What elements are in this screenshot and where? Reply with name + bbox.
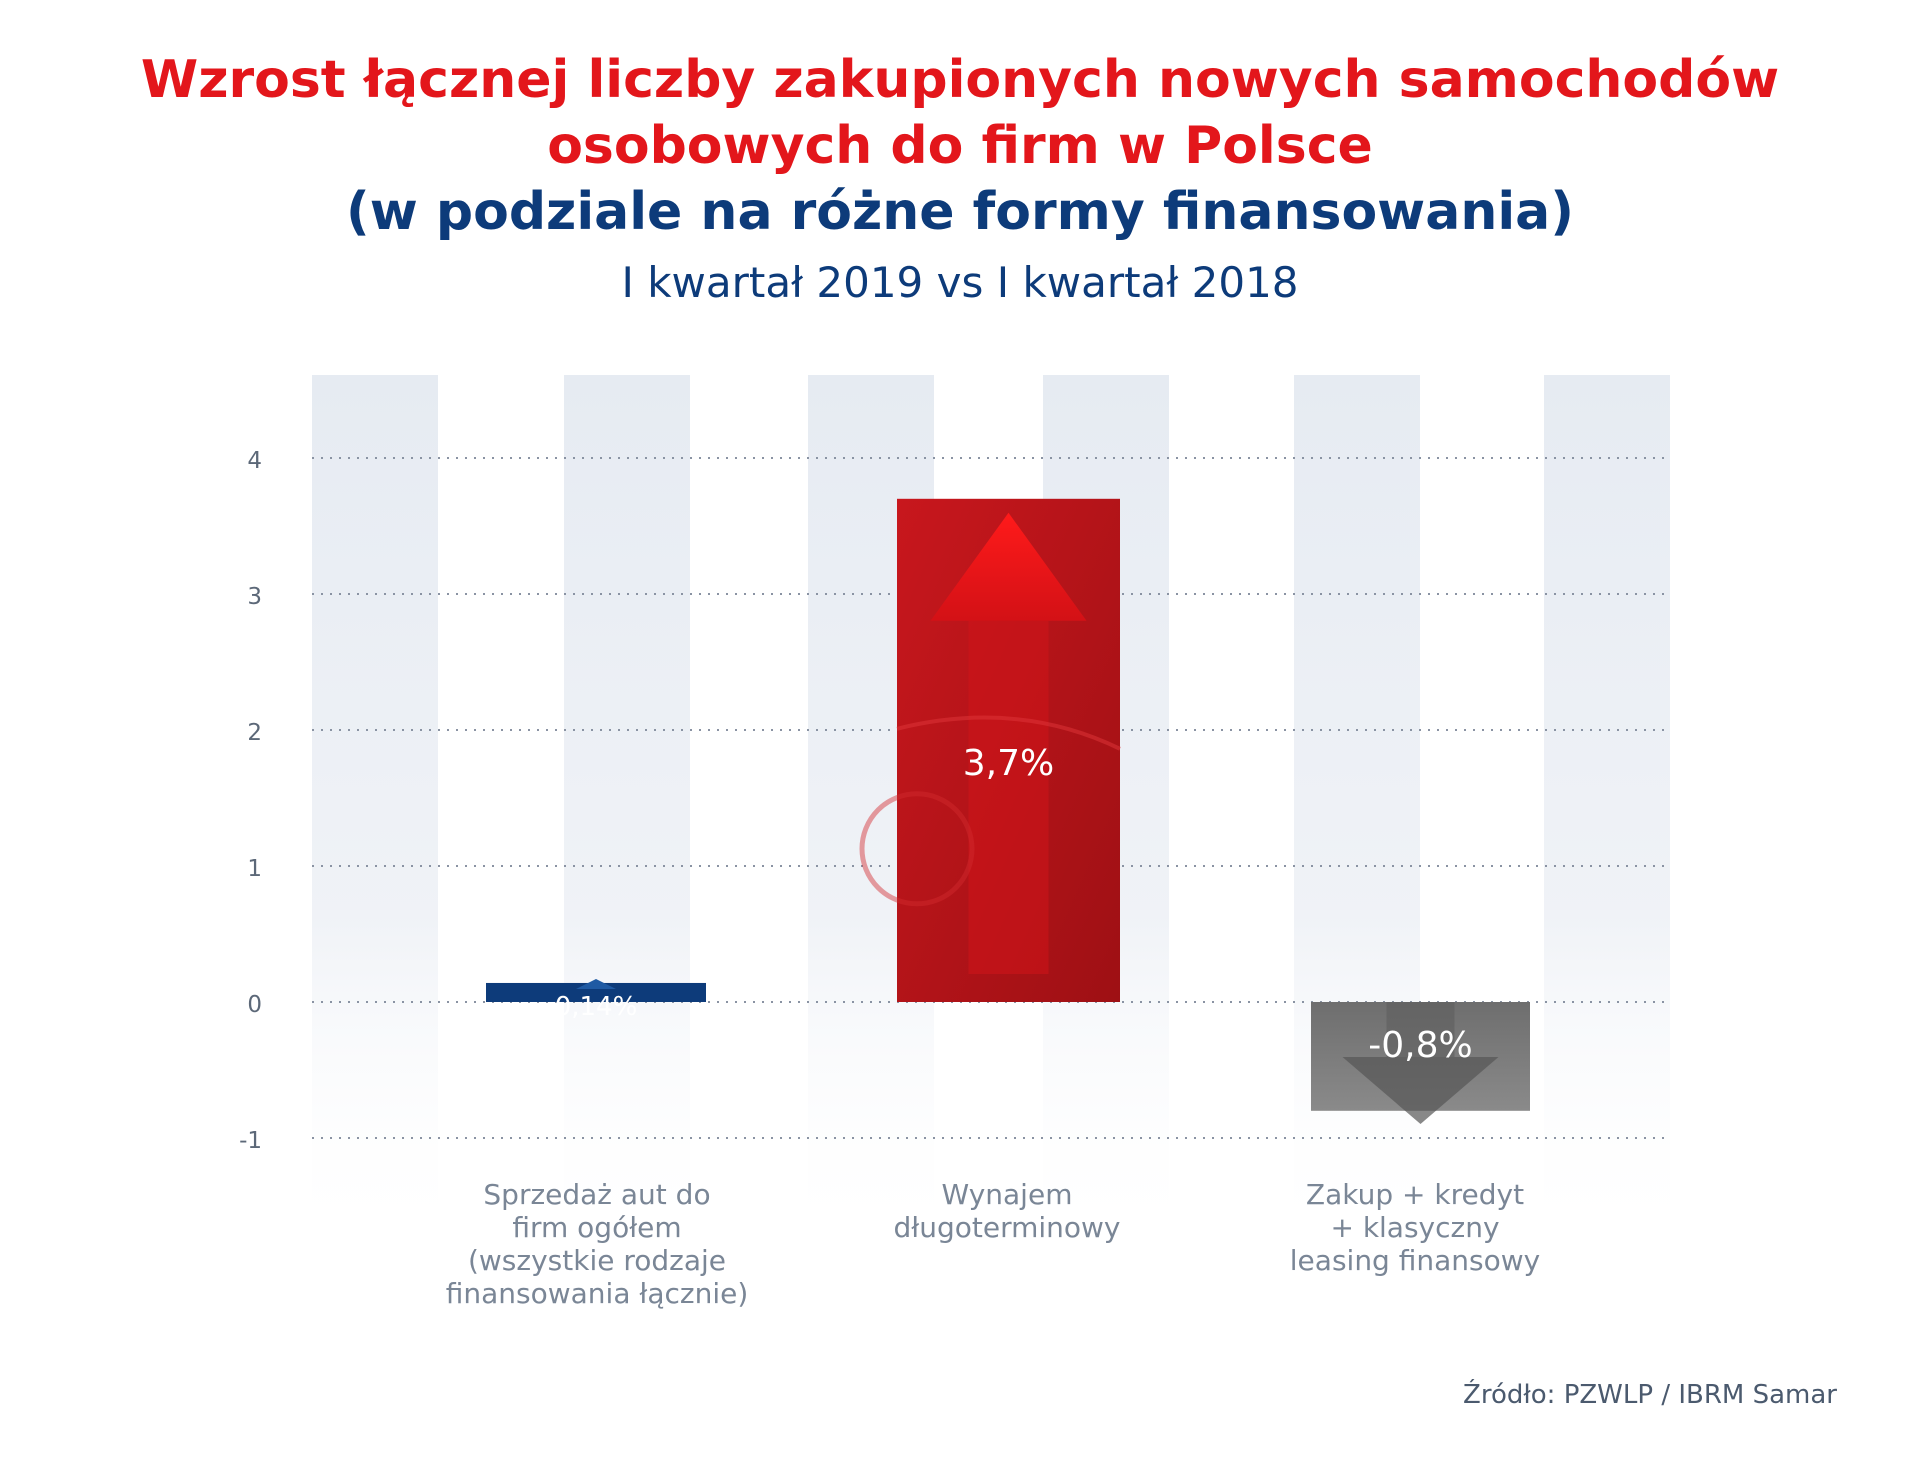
- data-label-2: -0,8%: [1368, 1025, 1473, 1066]
- up-arrow-shaft: [968, 620, 1049, 974]
- background-columns: [312, 375, 1670, 1250]
- y-tick-label: -1: [239, 1128, 262, 1154]
- y-tick-label: 1: [247, 856, 262, 882]
- chart-title-line2: osobowych do firm w Polsce: [547, 116, 1373, 176]
- data-label-0: 0,14%: [554, 991, 638, 1022]
- y-tick-label: 3: [247, 584, 262, 610]
- background-column: [564, 375, 690, 1250]
- y-tick-label: 4: [247, 448, 262, 474]
- y-tick-label: 2: [247, 720, 262, 746]
- chart-title-line3: (w podziale na różne formy finansowania): [345, 182, 1575, 242]
- chart-subtitle: I kwartał 2019 vs I kwartał 2018: [621, 258, 1299, 307]
- category-label-1: Wynajem długoterminowy: [893, 1178, 1121, 1244]
- up-arrow-icon: [930, 512, 1087, 621]
- down-arrow-shaft: [1386, 1002, 1455, 1057]
- background-column: [1294, 375, 1420, 1250]
- bars: [486, 498, 1530, 1124]
- source-note: Źródło: PZWLP / IBRM Samar: [1463, 1380, 1837, 1410]
- chart-title-line1: Wzrost łącznej liczby zakupionych nowych…: [140, 50, 1780, 110]
- decorative-wheel: [859, 791, 975, 907]
- up-arrow-icon: [576, 978, 616, 989]
- background-column: [312, 375, 438, 1250]
- category-label-2: Zakup + kredyt + klasyczny leasing finan…: [1289, 1178, 1541, 1277]
- category-label-0: Sprzedaż aut do firm ogółem (wszystkie r…: [445, 1178, 749, 1310]
- bar-0: [486, 982, 706, 1002]
- y-axis-ticks: 4 3 2 1 0 -1: [239, 448, 262, 1154]
- background-column: [1544, 375, 1670, 1250]
- down-arrow-icon: [1342, 1057, 1499, 1124]
- decorative-curve: [896, 715, 1121, 751]
- y-tick-label: 0: [247, 992, 262, 1018]
- data-label-1: 3,7%: [962, 743, 1055, 784]
